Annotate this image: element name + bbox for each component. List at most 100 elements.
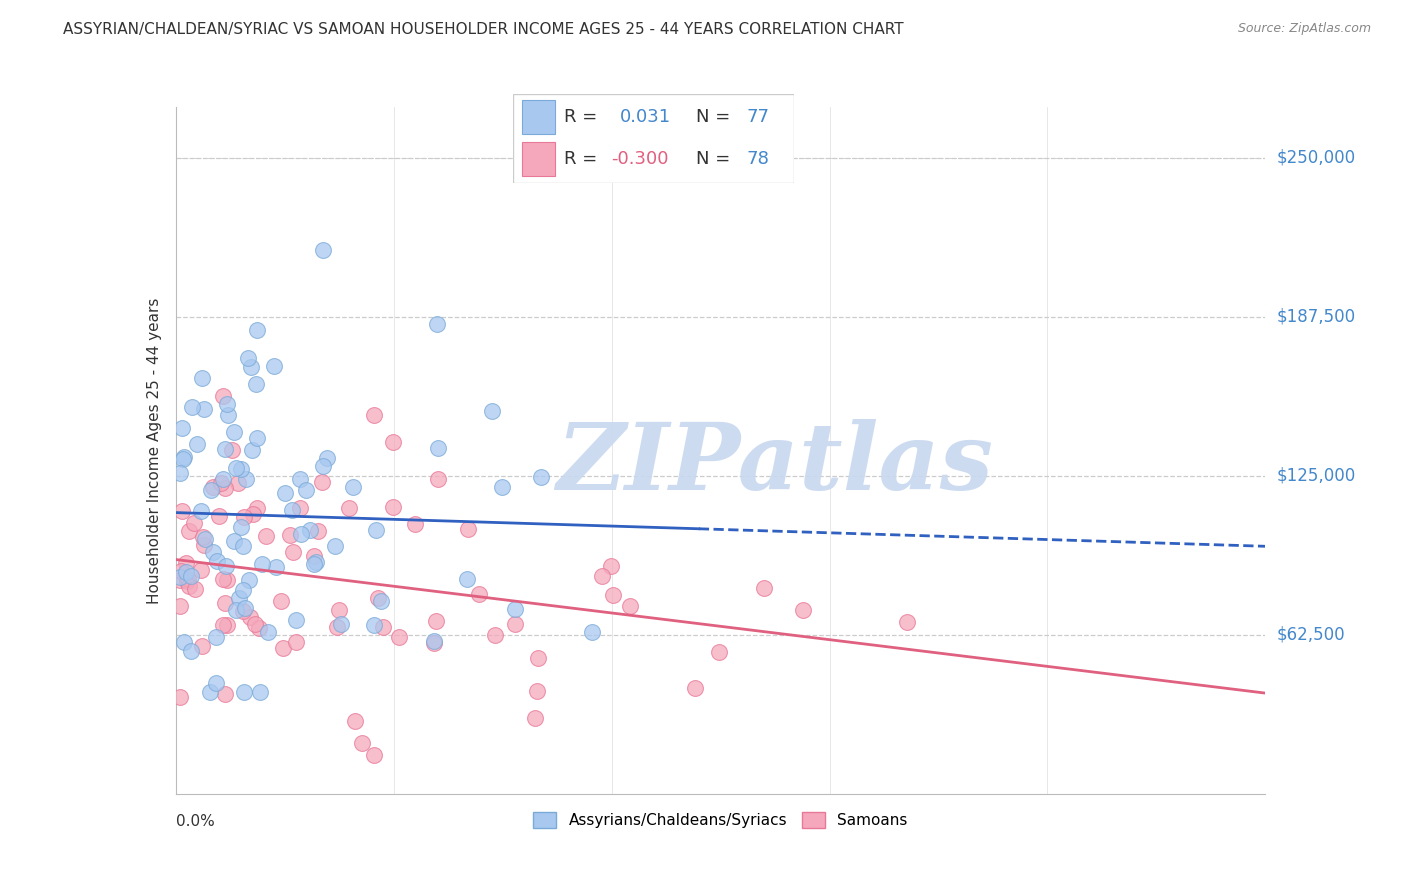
Point [193, 402, 215, 417]
Y-axis label: Householder Income Ages 25 - 44 years: Householder Income Ages 25 - 44 years [146, 297, 162, 604]
Point [214, 442, 236, 456]
Text: $125,000: $125,000 [1277, 467, 1355, 485]
Point [370, 594, 392, 608]
Point [307, 524, 329, 539]
Point [271, 641, 294, 656]
Point [523, 711, 546, 725]
Point [209, 475, 232, 490]
Point [316, 450, 339, 465]
Point [367, 591, 389, 605]
Point [302, 558, 325, 572]
FancyBboxPatch shape [513, 94, 794, 183]
Text: -0.300: -0.300 [612, 150, 669, 168]
Point [238, 351, 260, 365]
Point [581, 624, 603, 639]
Point [242, 508, 264, 522]
Point [217, 408, 239, 422]
Point [281, 503, 304, 517]
Point [329, 616, 352, 631]
Point [530, 470, 553, 484]
Point [290, 527, 312, 541]
Point [222, 534, 245, 549]
Point [527, 651, 550, 665]
Point [381, 434, 404, 449]
Point [337, 500, 360, 515]
Point [231, 519, 253, 533]
Point [366, 523, 388, 537]
Point [381, 500, 404, 514]
Point [225, 461, 247, 475]
Point [491, 480, 513, 494]
Point [215, 573, 238, 587]
Point [283, 544, 305, 558]
Point [312, 459, 335, 474]
Point [270, 593, 292, 607]
Point [170, 421, 193, 435]
Point [404, 516, 426, 531]
Point [363, 618, 385, 632]
Text: R =: R = [564, 150, 603, 168]
Point [180, 401, 202, 415]
Point [328, 603, 350, 617]
Point [169, 569, 191, 583]
Point [212, 389, 235, 403]
Point [602, 588, 624, 602]
Point [169, 573, 191, 587]
Point [183, 516, 205, 531]
Point [423, 636, 446, 650]
Point [484, 628, 506, 642]
Point [177, 579, 200, 593]
Point [198, 685, 221, 699]
Point [214, 687, 236, 701]
Point [225, 603, 247, 617]
Point [180, 569, 202, 583]
Point [235, 471, 257, 485]
Point [526, 683, 548, 698]
Legend: Assyrians/Chaldeans/Syriacs, Samoans: Assyrians/Chaldeans/Syriacs, Samoans [527, 806, 914, 834]
Point [249, 685, 271, 699]
Text: 78: 78 [747, 150, 769, 168]
Point [288, 500, 311, 515]
Point [363, 747, 385, 762]
Point [201, 545, 224, 559]
Point [201, 480, 224, 494]
Point [226, 475, 249, 490]
Text: $250,000: $250,000 [1277, 149, 1355, 167]
Point [342, 480, 364, 494]
Point [363, 408, 385, 422]
Point [285, 614, 308, 628]
Point [232, 583, 254, 598]
Text: 0.031: 0.031 [620, 108, 671, 126]
Point [238, 573, 260, 587]
Point [194, 532, 217, 546]
Point [591, 569, 613, 583]
Point [299, 524, 322, 538]
Point [190, 563, 212, 577]
Point [481, 404, 503, 418]
Point [173, 635, 195, 649]
Point [228, 591, 250, 606]
Text: ZIPatlas: ZIPatlas [557, 419, 994, 509]
Text: $187,500: $187,500 [1277, 308, 1355, 326]
Point [207, 508, 229, 523]
Point [186, 436, 208, 450]
Point [169, 467, 191, 481]
Text: N =: N = [696, 150, 735, 168]
Point [323, 539, 346, 553]
Point [263, 359, 285, 374]
Point [600, 558, 623, 573]
Point [619, 599, 641, 613]
Point [232, 540, 254, 554]
Point [423, 634, 446, 648]
Point [456, 572, 478, 586]
Point [172, 451, 194, 466]
Point [257, 624, 280, 639]
Point [274, 485, 297, 500]
Point [177, 573, 200, 587]
Point [503, 602, 526, 616]
Point [170, 564, 193, 578]
Point [231, 462, 253, 476]
Point [245, 376, 267, 391]
Point [235, 600, 257, 615]
Point [503, 617, 526, 632]
